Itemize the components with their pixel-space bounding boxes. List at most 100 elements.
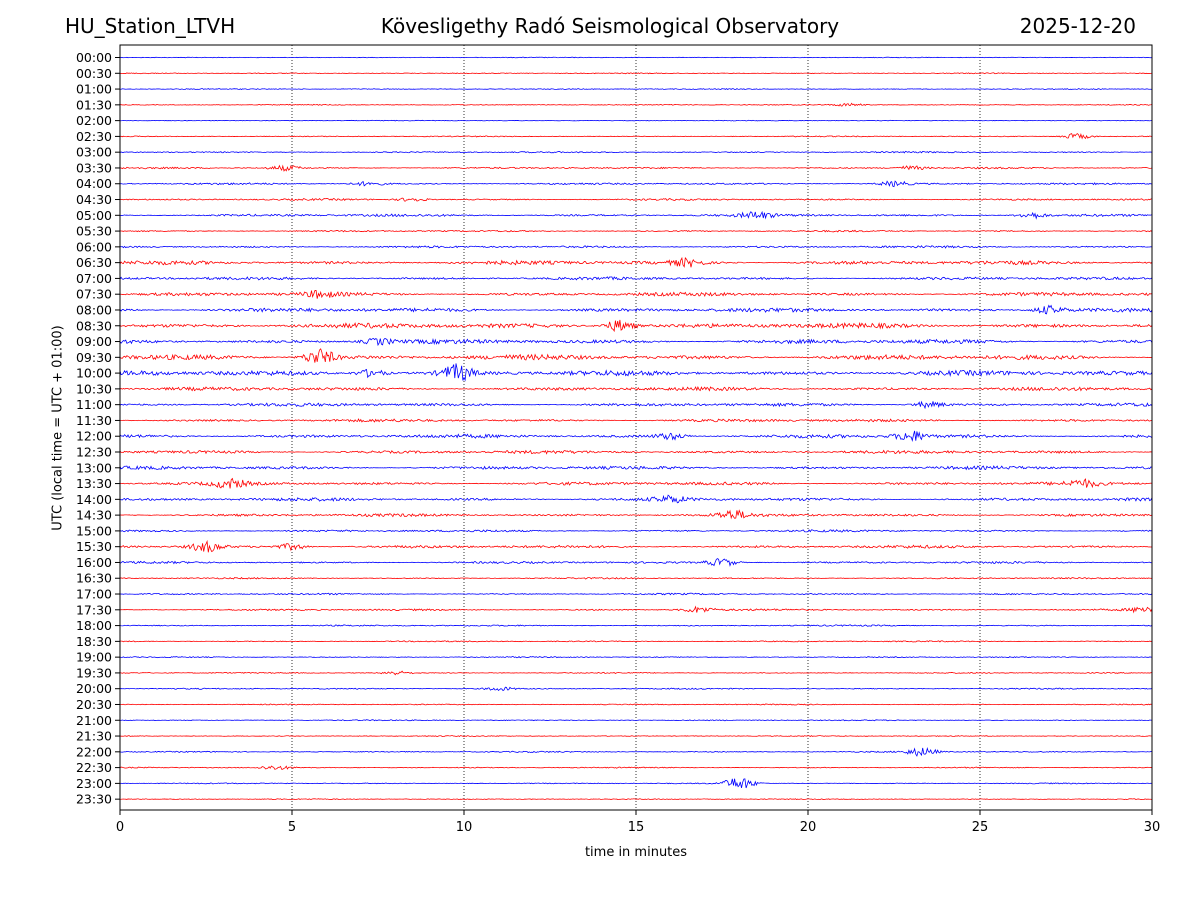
trace-06:00	[119, 245, 1153, 249]
y-tick-label: 20:30	[76, 697, 112, 712]
y-tick-label: 02:30	[76, 129, 112, 144]
trace-15:30	[119, 539, 1153, 553]
y-tick-label: 02:00	[76, 113, 112, 128]
y-tick-label: 03:30	[76, 160, 112, 175]
x-tick-label: 0	[116, 820, 124, 835]
trace-09:30	[119, 348, 1153, 363]
y-tick-label: 13:30	[76, 476, 112, 491]
trace-16:00	[119, 558, 1153, 567]
y-tick-label: 05:30	[76, 224, 112, 239]
y-tick-label: 21:00	[76, 713, 112, 728]
y-tick-label: 04:00	[76, 176, 112, 191]
y-tick-label: 19:00	[76, 650, 112, 665]
y-tick-label: 08:00	[76, 302, 112, 317]
trace-14:30	[119, 509, 1153, 520]
y-tick-label: 14:00	[76, 492, 112, 507]
trace-04:00	[119, 180, 1153, 188]
trace-07:30	[119, 290, 1153, 299]
trace-18:30	[119, 640, 1153, 643]
y-tick-label: 16:30	[76, 571, 112, 586]
x-axis-label: time in minutes	[584, 845, 688, 860]
trace-03:30	[119, 164, 1153, 172]
trace-01:00	[119, 88, 1153, 90]
trace-02:00	[119, 119, 1153, 122]
trace-16:30	[119, 576, 1153, 580]
date-label: 2025-12-20	[1019, 14, 1136, 38]
y-tick-label: 09:00	[76, 334, 112, 349]
y-tick-label: 12:00	[76, 429, 112, 444]
y-tick-label: 01:30	[76, 97, 112, 112]
x-tick-label: 10	[456, 820, 473, 835]
trace-10:00	[119, 363, 1153, 382]
y-tick-label: 19:30	[76, 665, 112, 680]
trace-12:00	[119, 430, 1153, 442]
y-tick-label: 07:30	[76, 287, 112, 302]
y-tick-label: 06:00	[76, 239, 112, 254]
trace-20:00	[119, 686, 1153, 692]
trace-13:30	[119, 477, 1153, 489]
y-tick-label: 05:00	[76, 208, 112, 223]
x-tick-label: 25	[972, 820, 989, 835]
y-tick-label: 11:00	[76, 397, 112, 412]
plot-frame	[119, 44, 1153, 811]
y-tick-label: 04:30	[76, 192, 112, 207]
x-tick-label: 15	[628, 820, 645, 835]
trace-17:30	[119, 605, 1153, 614]
station-label: HU_Station_LTVH	[65, 14, 236, 38]
trace-10:30	[119, 385, 1153, 392]
ticks-layer: 0 5 10 15 20 25 30 00:0000:3001:0001:3002:0002:…	[76, 50, 1160, 835]
trace-06:30	[119, 256, 1153, 268]
y-tick-label: 01:00	[76, 82, 112, 97]
y-tick-label: 23:30	[76, 792, 112, 807]
y-tick-label: 10:30	[76, 381, 112, 396]
trace-17:00	[119, 592, 1153, 596]
trace-19:00	[119, 656, 1153, 659]
x-tick-label: 20	[800, 820, 817, 835]
y-tick-label: 07:00	[76, 271, 112, 286]
trace-12:30	[119, 449, 1153, 455]
trace-02:30	[119, 133, 1153, 140]
trace-18:00	[119, 624, 1153, 627]
y-tick-label: 10:00	[76, 366, 112, 381]
y-tick-label: 15:00	[76, 523, 112, 538]
trace-08:00	[119, 304, 1153, 315]
chart-title: Kövesligethy Radó Seismological Observat…	[380, 14, 840, 38]
trace-23:00	[119, 778, 1153, 789]
trace-03:00	[119, 150, 1153, 154]
trace-05:00	[119, 210, 1153, 220]
y-tick-label: 22:00	[76, 744, 112, 759]
trace-04:30	[119, 197, 1153, 202]
y-tick-label: 12:30	[76, 445, 112, 460]
y-tick-label: 18:30	[76, 634, 112, 649]
y-tick-label: 14:30	[76, 508, 112, 523]
trace-23:30	[119, 798, 1153, 801]
y-tick-label: 08:30	[76, 318, 112, 333]
trace-08:30	[119, 319, 1153, 333]
grid-layer	[291, 45, 981, 810]
y-tick-label: 22:30	[76, 760, 112, 775]
y-tick-label: 23:00	[76, 776, 112, 791]
trace-11:00	[119, 400, 1153, 410]
trace-21:00	[119, 719, 1153, 722]
trace-14:00	[119, 494, 1153, 504]
y-tick-label: 20:00	[76, 681, 112, 696]
trace-15:00	[119, 529, 1153, 533]
y-tick-label: 17:30	[76, 602, 112, 617]
traces-layer	[119, 56, 1153, 801]
y-axis-label: UTC (local time = UTC + 01:00)	[50, 325, 66, 531]
trace-09:00	[119, 337, 1153, 347]
y-tick-label: 18:00	[76, 618, 112, 633]
x-tick-label: 30	[1144, 820, 1161, 835]
y-tick-label: 21:30	[76, 729, 112, 744]
y-tick-label: 00:30	[76, 66, 112, 81]
y-tick-label: 09:30	[76, 350, 112, 365]
trace-11:30	[119, 418, 1153, 423]
trace-00:00	[119, 56, 1153, 59]
trace-00:30	[119, 72, 1153, 75]
y-tick-label: 17:00	[76, 587, 112, 602]
trace-13:00	[119, 465, 1153, 471]
trace-07:00	[119, 276, 1153, 281]
trace-05:30	[119, 229, 1153, 233]
y-tick-label: 03:00	[76, 145, 112, 160]
